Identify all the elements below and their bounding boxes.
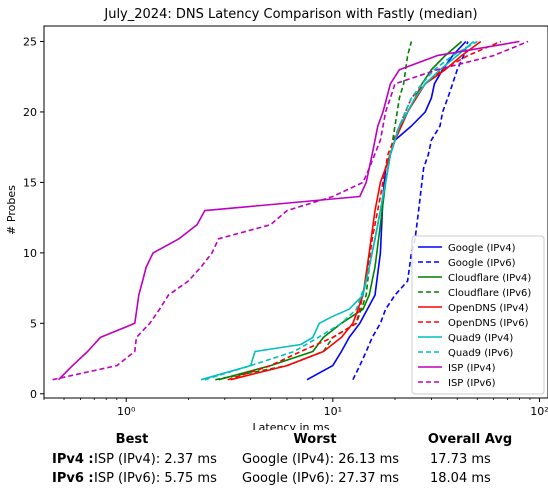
summary-best-ipv4: ISP (IPv4): 2.37 ms [94,452,217,467]
summary-header-avg: Overall Avg [427,432,513,447]
summary-header-worst: Worst [293,432,337,447]
summary-best-ipv6: ISP (IPv6): 5.75 ms [94,471,217,486]
y-tick-label-2: 10 [23,247,37,260]
x-tick-label-2: 10² [530,405,548,418]
legend-label-6: Quad9 (IPv4) [448,333,513,344]
legend-label-8: ISP (IPv4) [448,363,496,374]
y-tick-label-1: 5 [30,317,37,330]
legend-label-9: ISP (IPv6) [448,378,496,389]
legend-label-2: Cloudflare (IPv4) [448,273,531,284]
plot-frame [43,25,548,399]
y-tick-label-5: 25 [23,36,37,49]
axis-ticks: 10⁰ 10¹ 10² 0 5 10 15 20 25 [23,36,548,419]
series-line-9 [52,40,529,381]
x-tick-label-1: 10¹ [324,405,342,418]
x-tick-label-0: 10⁰ [117,405,136,418]
legend-label-5: OpenDNS (IPv6) [448,318,529,329]
y-tick-label-4: 20 [23,106,37,119]
summary-row-label-ipv4: IPv4 : [52,452,94,467]
summary-table: Best Worst Overall Avg IPv4 : ISP (IPv4)… [0,430,548,496]
summary-worst-ipv4: Google (IPv4): 26.13 ms [242,452,400,467]
chart-legend: Google (IPv4) Google (IPv6) Cloudflare (IP… [411,235,545,395]
legend-label-0: Google (IPv4) [448,243,516,254]
chart-title: July_2024: DNS Latency Comparison with F… [103,7,477,22]
y-tick-label-3: 15 [23,176,37,189]
summary-avg-ipv6: 18.04 ms [430,471,491,486]
series-line-1 [352,41,469,381]
series-line-8 [57,40,520,381]
y-tick-label-0: 0 [30,388,37,401]
legend-label-1: Google (IPv6) [448,258,516,269]
latency-chart: July_2024: DNS Latency Comparison with F… [5,7,548,430]
legend-label-3: Cloudflare (IPv6) [448,288,531,299]
summary-worst-ipv6: Google (IPv6): 27.37 ms [242,471,400,486]
legend-frame [411,235,545,395]
x-axis-label: Latency in ms [253,421,330,430]
summary-row-label-ipv6: IPv6 : [52,471,94,486]
summary-avg-ipv4: 17.73 ms [430,452,491,467]
legend-label-4: OpenDNS (IPv4) [448,303,529,314]
series-layer [52,40,529,381]
series-line-7 [204,40,478,381]
series-line-5 [227,40,502,381]
legend-label-7: Quad9 (IPv6) [448,348,513,359]
summary-header-best: Best [115,432,149,447]
y-axis-label: # Probes [5,185,18,235]
